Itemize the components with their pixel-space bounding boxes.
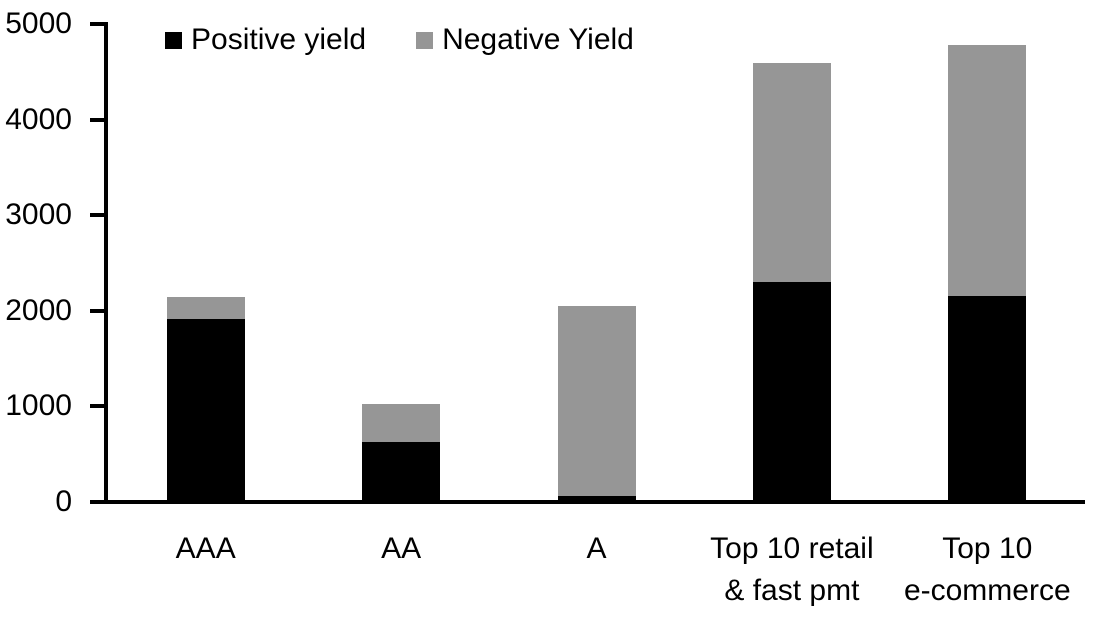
x-axis-line bbox=[104, 500, 1085, 504]
bar-segment-positive-yield-3 bbox=[557, 496, 636, 500]
y-axis-tick bbox=[90, 117, 104, 122]
y-axis-tick-label: 0 bbox=[55, 485, 72, 518]
y-axis-tick-label: 3000 bbox=[5, 198, 72, 232]
y-axis-tick bbox=[90, 308, 104, 313]
bar-segment-negative-yield-2 bbox=[362, 404, 441, 442]
x-axis-category-label: Top 10 e-commerce bbox=[903, 532, 1071, 607]
y-axis-tick-label: 5000 bbox=[5, 7, 72, 40]
x-axis-category-label: AA bbox=[381, 532, 422, 565]
bar-segment-positive-yield-2 bbox=[362, 441, 441, 500]
y-axis-tick-label: 1000 bbox=[5, 389, 72, 423]
chart-legend: Positive yield Negative Yield bbox=[165, 22, 634, 58]
bar-segment-positive-yield-5 bbox=[948, 296, 1027, 500]
y-axis-tick-label: 4000 bbox=[5, 102, 72, 136]
x-axis-category-label: Top 10 retail & fast pmt bbox=[710, 532, 874, 607]
legend-label-negative-yield: Negative Yield bbox=[442, 23, 634, 56]
legend-swatch-negative-yield bbox=[416, 31, 434, 49]
y-axis-tick bbox=[90, 500, 104, 504]
legend-swatch-positive-yield bbox=[165, 31, 182, 49]
x-axis-category-label: AAA bbox=[175, 532, 236, 565]
y-axis-tick-label: 2000 bbox=[5, 293, 72, 327]
bar-segment-positive-yield-4 bbox=[752, 282, 831, 500]
legend-item-positive-yield: Positive yield bbox=[165, 22, 366, 58]
bar-segment-negative-yield-5 bbox=[948, 44, 1027, 297]
bar-segment-negative-yield-1 bbox=[166, 297, 245, 320]
bar-segment-positive-yield-1 bbox=[166, 319, 245, 500]
y-axis-tick bbox=[90, 213, 104, 218]
bar-segment-negative-yield-4 bbox=[752, 63, 831, 283]
y-axis-line bbox=[104, 22, 108, 504]
y-axis-tick bbox=[90, 404, 104, 409]
legend-item-negative-yield: Negative Yield bbox=[416, 22, 634, 58]
bar-segment-negative-yield-3 bbox=[557, 305, 636, 497]
y-axis-tick bbox=[90, 22, 104, 26]
x-axis-category-label: A bbox=[586, 532, 607, 565]
legend-label-positive-yield: Positive yield bbox=[191, 23, 367, 56]
